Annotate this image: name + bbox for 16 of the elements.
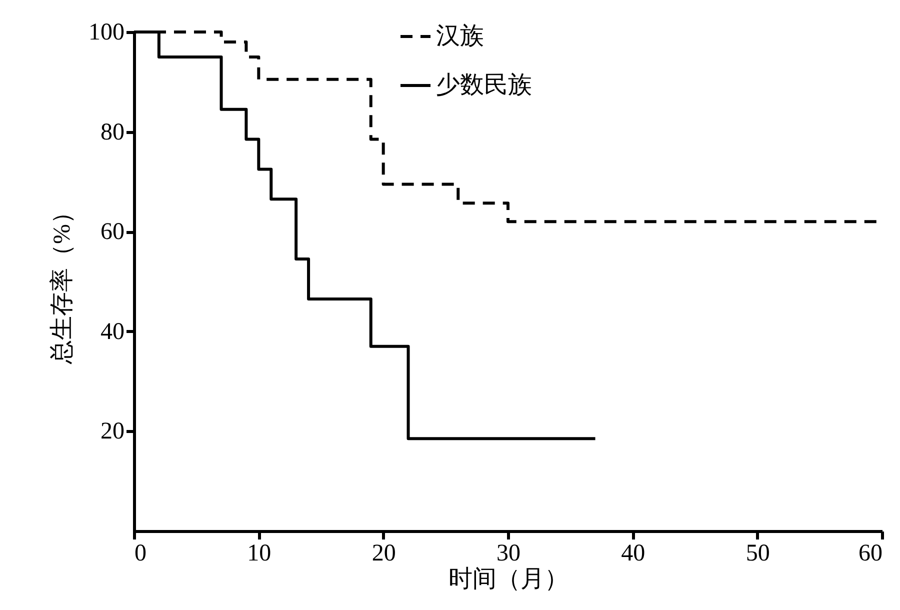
y-tick-label: 80 (100, 119, 124, 146)
x-axis-title: 时间（月） (448, 566, 568, 592)
legend-label: 少数民族 (436, 72, 532, 98)
x-tick-label: 50 (746, 540, 770, 566)
legend-label: 汉族 (436, 24, 484, 50)
x-tick-label: 40 (621, 540, 646, 566)
x-tick-label: 20 (372, 540, 396, 566)
y-tick-label: 60 (100, 219, 124, 246)
x-tick-label: 0 (134, 540, 146, 566)
y-tick-label: 40 (100, 318, 124, 345)
y-tick-label: 100 (88, 20, 124, 46)
x-tick-label: 30 (496, 540, 520, 566)
x-tick-label: 60 (858, 540, 882, 566)
y-tick-label: 20 (100, 418, 124, 445)
y-axis-title: 总生存率（%） (48, 200, 76, 365)
x-tick-label: 10 (247, 540, 272, 566)
